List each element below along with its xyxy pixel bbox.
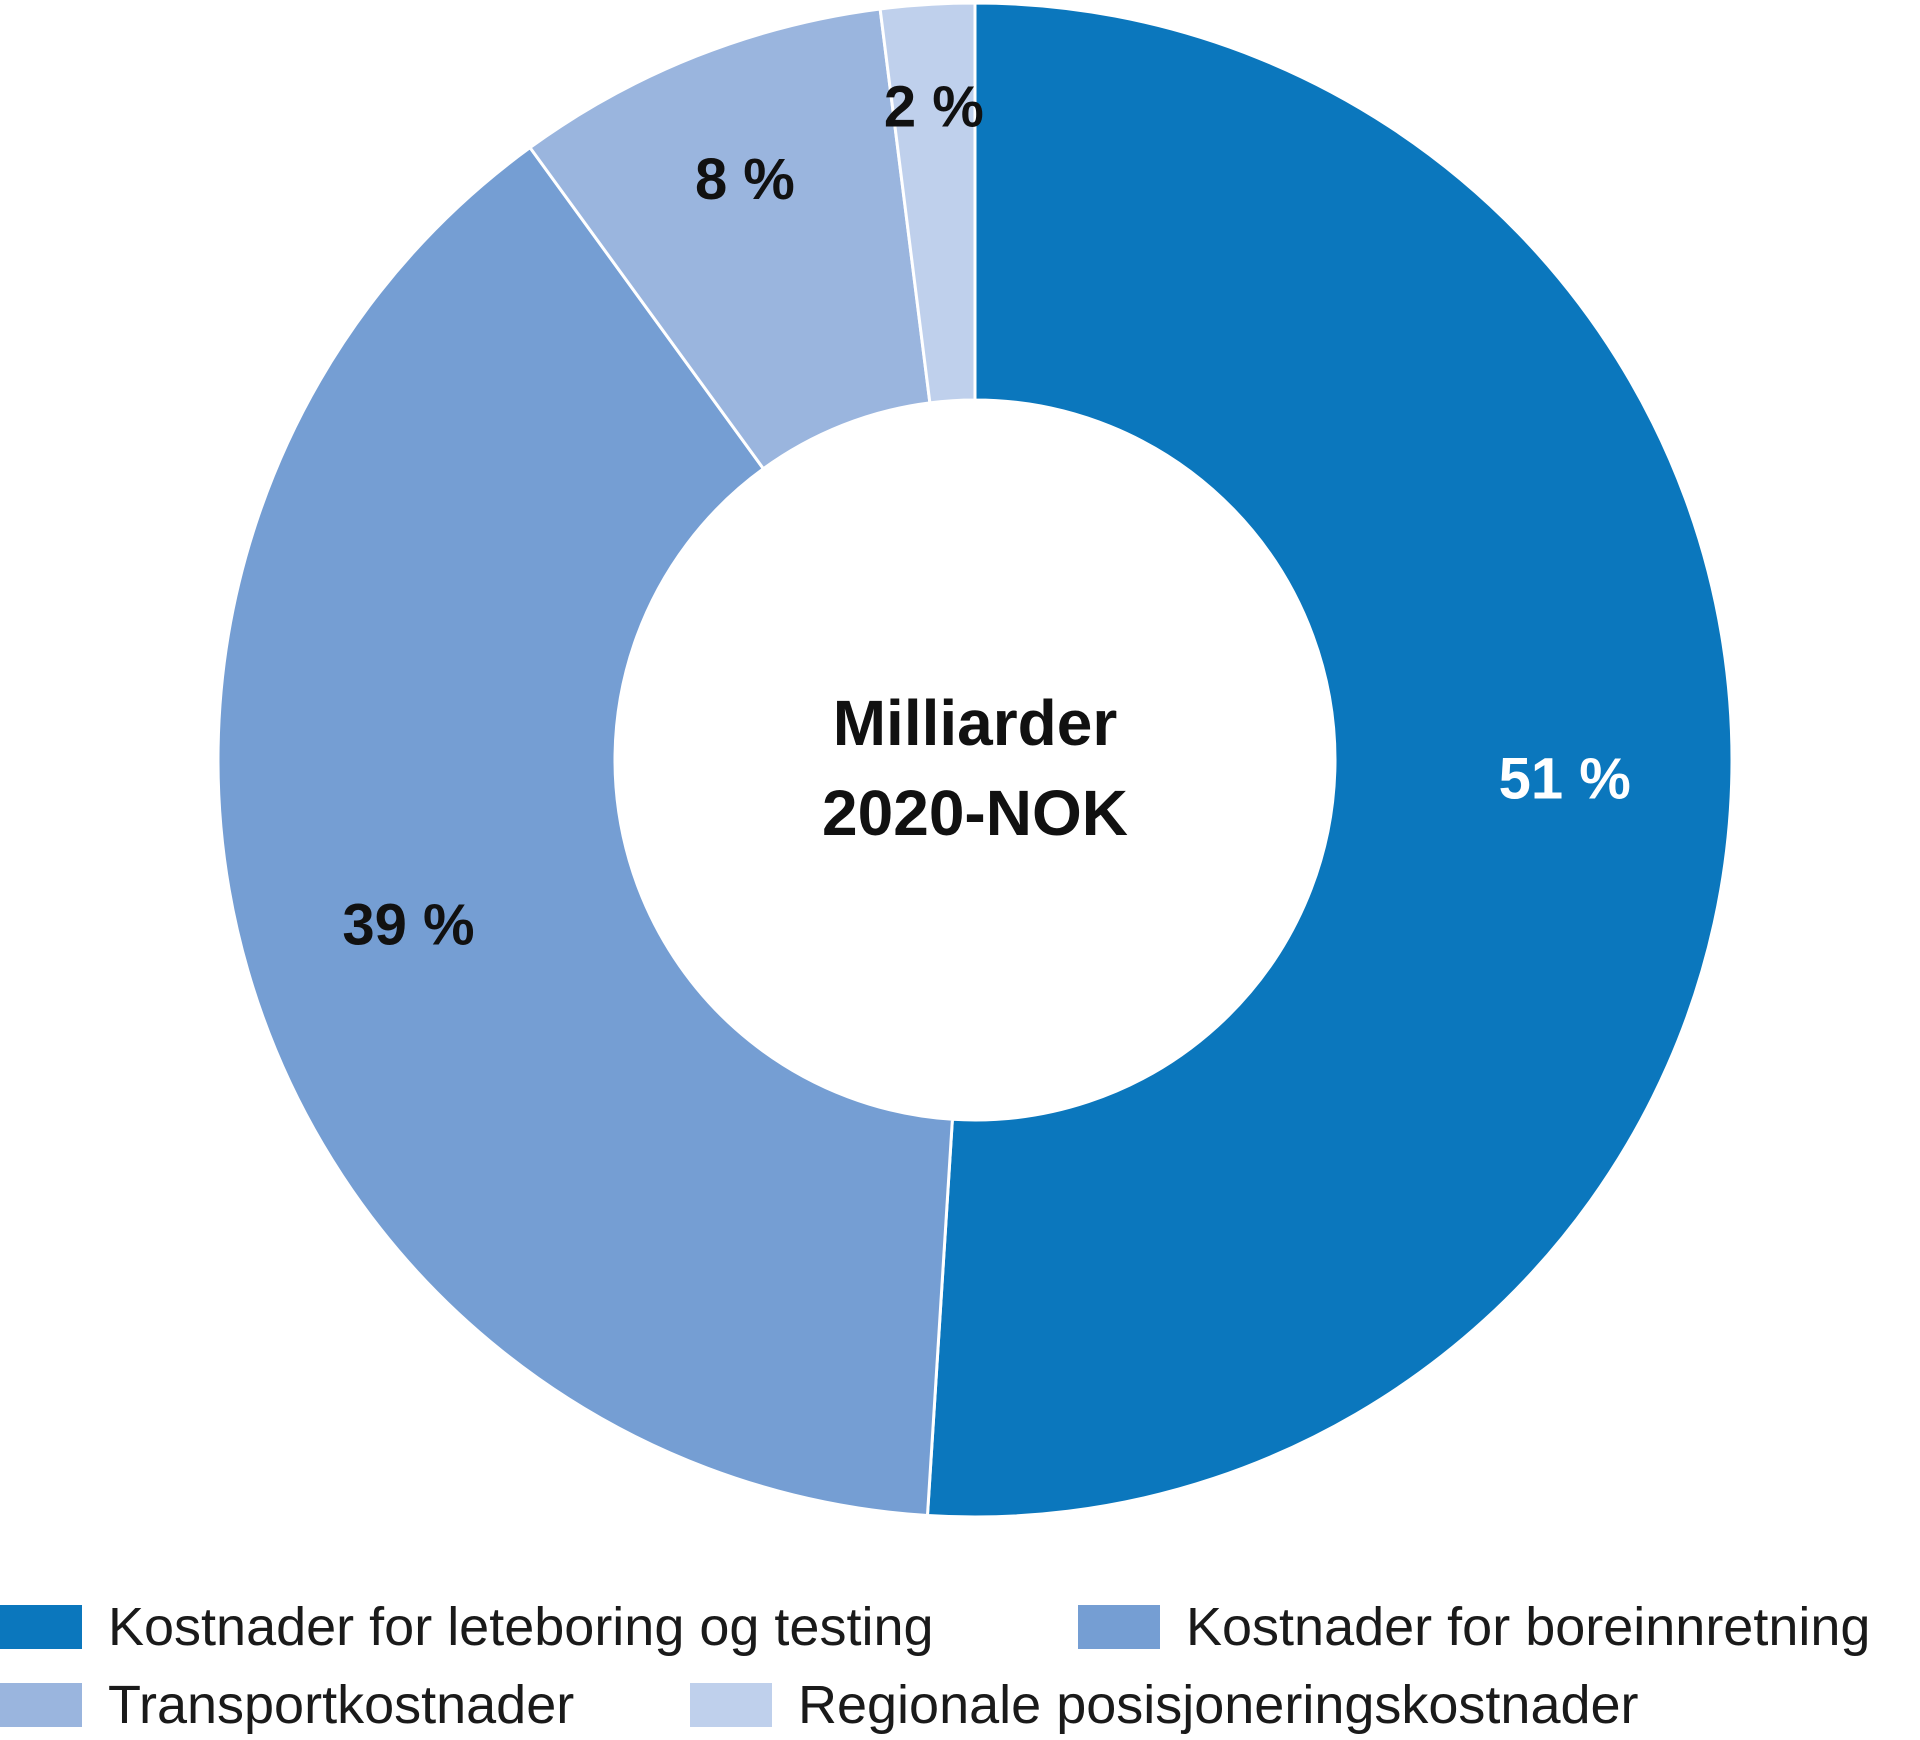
slice-value-label-2: 39 % — [342, 893, 474, 958]
slice-value-label-4: 2 % — [884, 74, 984, 139]
center-label-line-2: 2020-NOK — [822, 777, 1128, 849]
slice-value-label-3: 8 % — [695, 147, 795, 212]
legend-item-regionale: Regionale posisjoneringskostnader — [690, 1670, 1639, 1740]
legend-swatch-transport — [0, 1683, 82, 1727]
donut-slice-3 — [527, 7, 932, 471]
legend-label-transport: Transportkostnader — [108, 1675, 575, 1735]
legend-swatch-regionale — [690, 1683, 772, 1727]
legend-swatch-boreinnretning — [1078, 1605, 1160, 1649]
donut-slice-2 — [216, 145, 954, 1518]
slice-value-label-1: 51 % — [1499, 747, 1631, 812]
donut-slice-4 — [878, 1, 977, 405]
legend-label-regionale: Regionale posisjoneringskostnader — [798, 1675, 1639, 1735]
legend-item-leteboring: Kostnader for leteboring og testing — [0, 1592, 934, 1662]
legend-label-leteboring: Kostnader for leteboring og testing — [108, 1597, 934, 1657]
legend-label-boreinnretning: Kostnader for boreinnretning — [1186, 1597, 1871, 1657]
donut-chart: 51 % 39 % 8 % 2 % Milliarder 2020-NOK — [216, 1, 1734, 1519]
legend-item-boreinnretning: Kostnader for boreinnretning — [1078, 1592, 1870, 1662]
legend-swatch-leteboring — [0, 1605, 82, 1649]
center-label-line-1: Milliarder — [833, 687, 1118, 759]
legend-item-transport: Transportkostnader — [0, 1670, 574, 1740]
donut-slice-1 — [925, 1, 1734, 1519]
